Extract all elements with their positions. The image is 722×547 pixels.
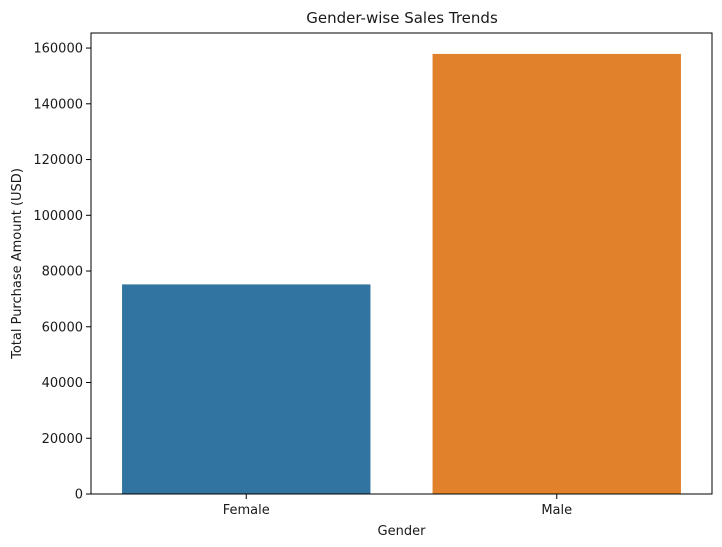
- y-tick-label: 0: [75, 488, 83, 503]
- bars-group: [122, 53, 681, 494]
- y-tick-label: 40000: [42, 376, 83, 391]
- x-tick-label-female: Female: [223, 503, 270, 518]
- y-tick-label: 160000: [33, 42, 83, 57]
- plot-frame: [90, 32, 713, 495]
- x-axis: Female Male: [223, 494, 572, 518]
- bar-female: [122, 284, 371, 494]
- chart-title: Gender-wise Sales Trends: [306, 9, 498, 27]
- y-tick-label: 140000: [33, 97, 83, 112]
- y-tick-label: 120000: [33, 153, 83, 168]
- x-tick-label-male: Male: [541, 503, 572, 518]
- y-axis: 0 20000 40000 60000 80000 100000 120000 140000 1…: [33, 42, 91, 503]
- y-tick-label: 100000: [33, 209, 83, 224]
- y-tick-label: 80000: [42, 265, 83, 280]
- y-tick-label: 60000: [42, 320, 83, 335]
- x-axis-label: Gender: [378, 524, 427, 539]
- y-axis-label: Total Purchase Amount (USD): [10, 168, 25, 360]
- bar-male: [432, 53, 681, 494]
- y-tick-label: 20000: [42, 432, 83, 447]
